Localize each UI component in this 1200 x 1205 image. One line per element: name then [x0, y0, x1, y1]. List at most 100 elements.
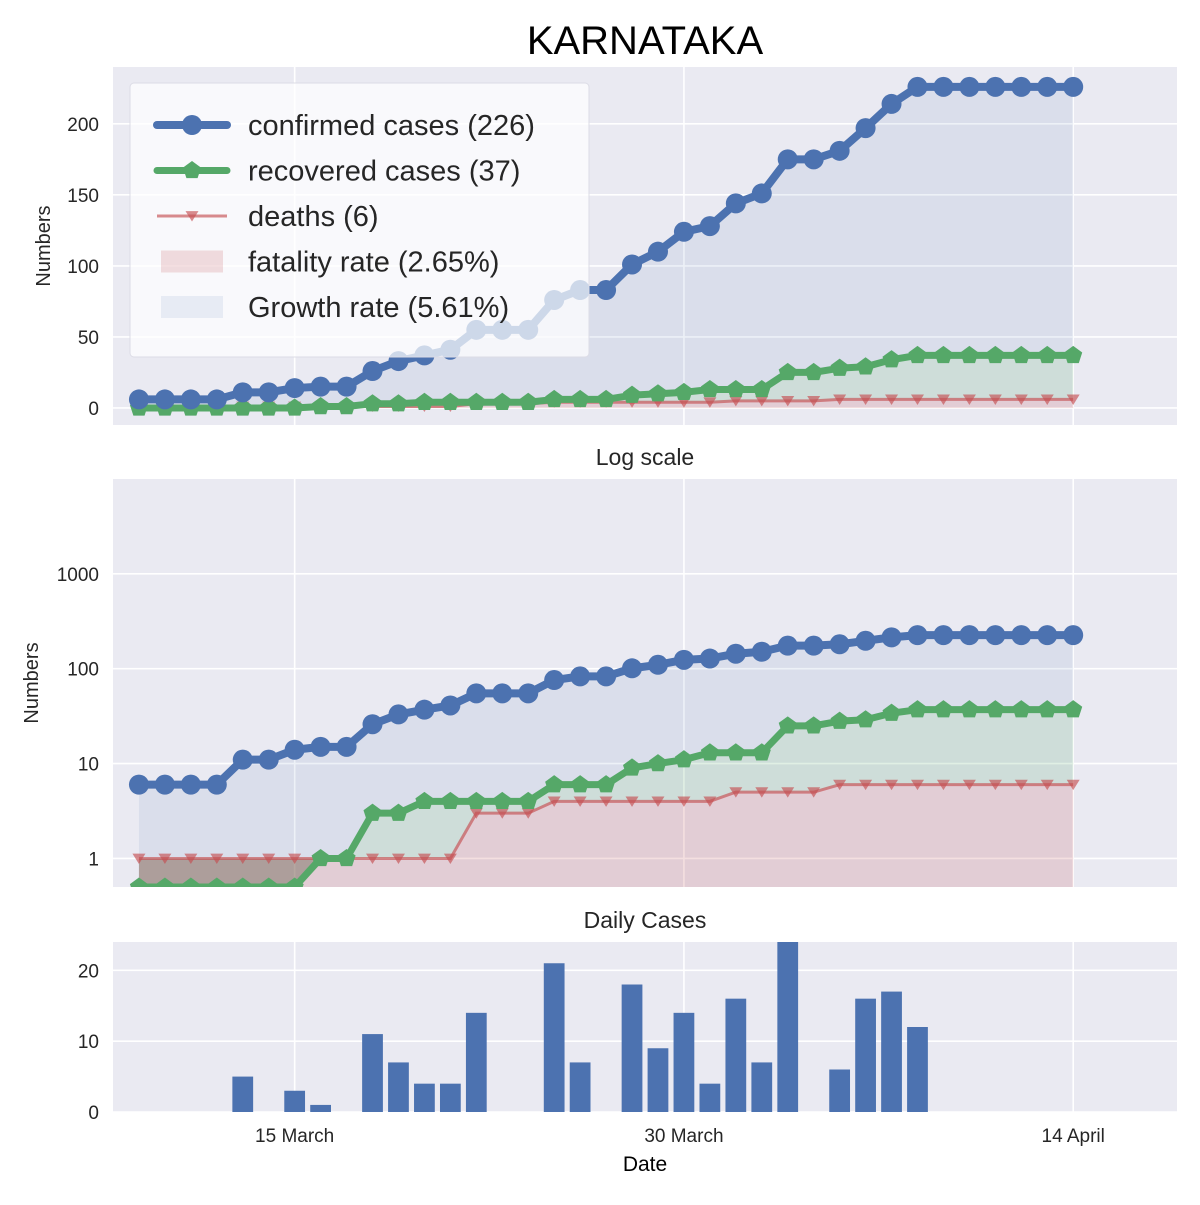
recovered-point	[337, 848, 356, 867]
confirmed-point	[336, 376, 357, 397]
confirmed-point	[570, 666, 591, 687]
deaths-point	[677, 796, 691, 807]
daily-bar	[569, 1062, 591, 1112]
deaths-point	[132, 853, 146, 864]
confirmed-point	[258, 382, 279, 403]
deaths-point	[859, 779, 873, 791]
y-tick-label: 0	[88, 1103, 99, 1124]
confirmed-point	[829, 634, 850, 655]
confirmed-point	[128, 389, 149, 410]
deaths-point	[936, 394, 950, 405]
deaths-point	[962, 779, 976, 791]
legend-label: recovered cases (37)	[248, 156, 520, 188]
confirmed-point	[232, 749, 253, 770]
confirmed-point	[310, 736, 331, 757]
confirmed-point	[1011, 625, 1032, 646]
daily-bar	[699, 1083, 721, 1112]
legend-marker-triangle	[185, 211, 199, 222]
recovered-point	[519, 791, 538, 810]
deaths-point	[781, 787, 795, 798]
legend-patch	[161, 296, 223, 318]
growth-rate-band	[138, 635, 1074, 887]
deaths-point	[1066, 394, 1080, 405]
deaths-point	[988, 394, 1002, 405]
daily-bar	[362, 1034, 383, 1112]
deaths-point	[859, 394, 873, 405]
confirmed-point	[1037, 76, 1058, 97]
confirmed-point	[751, 641, 772, 662]
y-axis-label: Numbers	[33, 205, 55, 286]
confirmed-point	[544, 670, 565, 691]
recovered-point	[934, 345, 953, 364]
recovered-point	[1012, 700, 1031, 718]
deaths-point	[1040, 779, 1054, 791]
deaths-point	[807, 395, 821, 407]
recovered-point	[700, 379, 719, 398]
deaths-point	[988, 779, 1002, 791]
recovered-point	[597, 775, 616, 793]
daily-bar	[647, 1048, 669, 1112]
panel-0: 0 50 100 150 200 Numbers confirmed cases (226)…	[33, 67, 1177, 425]
daily-bar	[232, 1076, 254, 1112]
recovered-point	[155, 877, 174, 887]
confirmed-point	[492, 683, 513, 704]
recovered-point	[233, 877, 252, 887]
x-axis-label: Date	[623, 1153, 667, 1176]
deaths-point	[755, 395, 769, 407]
confirmed-point	[933, 76, 954, 97]
confirmed-point	[128, 774, 149, 795]
confirmed-point	[622, 658, 643, 679]
recovered-point	[259, 877, 278, 887]
recovered-point	[493, 392, 512, 410]
recovered-point	[830, 711, 849, 729]
daily-bar	[855, 998, 876, 1112]
confirmed-point	[206, 774, 227, 795]
confirmed-point	[180, 389, 201, 410]
recovered-point	[363, 394, 382, 412]
confirmed-point	[985, 76, 1006, 97]
deaths-point	[651, 796, 665, 807]
legend-patch	[161, 250, 223, 273]
y-tick-label: 50	[78, 328, 99, 349]
confirmed-point	[414, 699, 435, 720]
confirmed-point	[881, 93, 902, 114]
legend: confirmed cases (226) recovered cases (37…	[129, 82, 590, 358]
recovered-point	[856, 710, 875, 728]
recovered-point	[1038, 345, 1057, 364]
recovered-point	[571, 389, 590, 408]
recovered-point	[986, 700, 1005, 718]
recovered-point	[726, 743, 745, 761]
recovered-point	[960, 700, 979, 718]
deaths-point	[910, 394, 924, 405]
deaths-point	[962, 394, 976, 405]
y-tick-label: 1	[88, 849, 99, 870]
confirmed-point	[284, 378, 305, 399]
confirmed-point	[725, 643, 746, 664]
confirmed-point	[855, 630, 876, 651]
recovered-point	[233, 398, 252, 416]
recovered-point	[882, 703, 901, 721]
deaths-point	[729, 395, 743, 407]
recovered-point	[467, 791, 486, 810]
deaths-point	[366, 853, 380, 864]
daily-bar	[388, 1062, 409, 1112]
daily-bar	[751, 1062, 773, 1112]
recovered-point	[259, 398, 278, 416]
confirmed-point	[699, 648, 720, 669]
recovered-point	[441, 791, 460, 810]
deaths-point	[469, 808, 483, 819]
deaths-point	[391, 853, 405, 864]
y-tick-label: 10	[78, 1032, 99, 1053]
recovered-point	[545, 389, 564, 408]
recovered-point	[285, 398, 304, 416]
deaths-point	[807, 787, 821, 798]
deaths-point	[236, 853, 250, 864]
y-tick-label: 100	[67, 257, 99, 278]
confirmed-point	[907, 76, 928, 97]
deaths-point	[262, 853, 276, 864]
confirmed-point	[232, 382, 253, 403]
confirmed-point	[206, 389, 227, 410]
daily-bar	[439, 1083, 461, 1112]
y-tick-label: 20	[78, 961, 99, 982]
